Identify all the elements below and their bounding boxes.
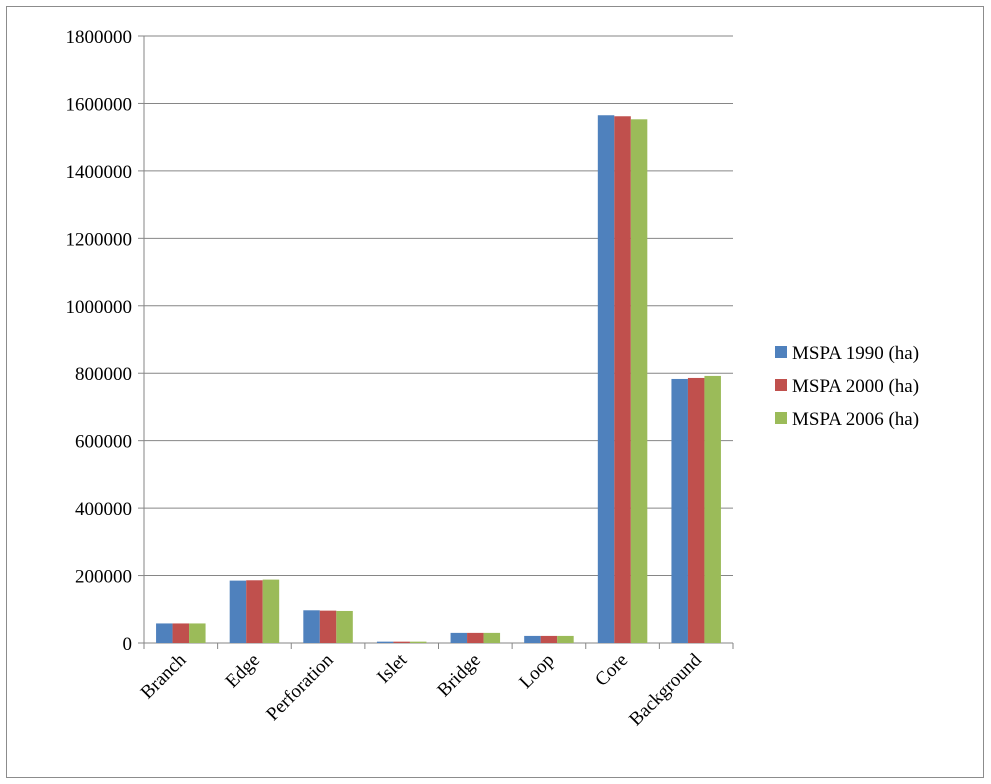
bar <box>671 378 688 643</box>
x-tick-label: Perforation <box>262 649 338 725</box>
bar <box>229 580 247 643</box>
legend: MSPA 1990 (ha) MSPA 2000 (ha) MSPA 2006 (h… <box>775 343 919 430</box>
y-tick-label: 1000000 <box>66 297 133 318</box>
y-tick-label: 1800000 <box>66 27 133 48</box>
bar <box>704 375 721 643</box>
y-tick-label: 1400000 <box>66 162 133 183</box>
bar <box>156 623 173 643</box>
bar <box>172 623 190 643</box>
bar <box>557 635 574 643</box>
y-axis-ticks: 0 200000 400000 600000 800000 1000000 1200000 1… <box>66 27 144 655</box>
bars <box>156 115 721 644</box>
x-tick-label: Core <box>591 650 632 691</box>
x-tick-label: Islet <box>373 649 411 687</box>
bar <box>524 635 541 643</box>
bar <box>189 623 206 643</box>
chart-frame <box>6 6 984 778</box>
y-tick-label: 800000 <box>75 364 132 385</box>
y-tick-label: 0 <box>123 634 133 655</box>
y-tick-label: 200000 <box>75 567 132 588</box>
bar <box>597 115 615 644</box>
legend-swatch <box>775 346 787 358</box>
bar <box>246 580 263 643</box>
bar <box>409 641 427 643</box>
legend-label: MSPA 2000 (ha) <box>792 376 919 397</box>
x-tick-label: Background <box>625 649 706 730</box>
bar <box>303 610 320 643</box>
y-tick-label: 400000 <box>75 499 132 520</box>
bar <box>540 635 558 643</box>
bar <box>393 641 410 643</box>
x-tick-label: Branch <box>137 649 191 703</box>
bar <box>614 116 631 643</box>
bar <box>630 119 648 644</box>
bar <box>483 632 501 643</box>
y-tick-label: 600000 <box>75 432 132 453</box>
bar <box>336 610 353 643</box>
y-tick-label: 1200000 <box>66 229 133 250</box>
bar <box>319 610 337 643</box>
bar <box>467 632 484 643</box>
bar <box>376 641 394 643</box>
bar <box>450 632 468 643</box>
x-tick-label: Loop <box>515 650 558 693</box>
legend-label: MSPA 2006 (ha) <box>792 409 919 430</box>
bar <box>262 579 280 643</box>
y-tick-label: 1600000 <box>66 94 133 115</box>
legend-label: MSPA 1990 (ha) <box>792 343 919 364</box>
legend-swatch <box>775 412 787 424</box>
x-tick-label: Bridge <box>433 650 484 701</box>
legend-swatch <box>775 379 787 391</box>
x-tick-label: Edge <box>222 650 264 692</box>
bar <box>687 377 705 643</box>
